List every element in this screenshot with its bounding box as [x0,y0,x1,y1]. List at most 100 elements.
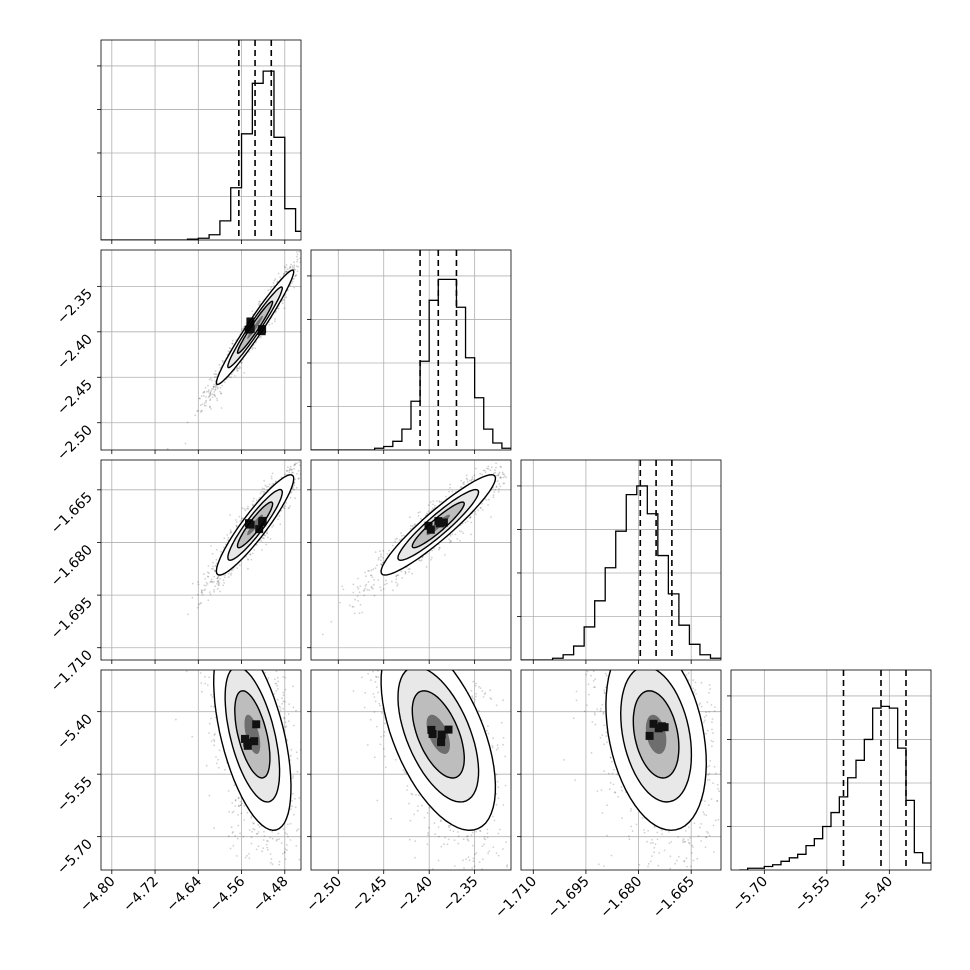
sample-point [290,748,293,751]
sample-point [374,567,377,570]
sample-point [211,379,213,382]
sample-point [356,595,359,597]
sample-point [205,396,208,398]
sample-point [227,835,230,838]
sample-point [266,839,268,842]
sample-point [285,271,288,273]
sample-point [420,559,423,562]
sample-point [353,612,356,615]
sample-point [500,476,502,479]
sample-point [224,576,226,579]
sample-point [306,496,308,498]
sample-point [210,390,213,392]
sample-point [499,465,502,468]
sample-point [269,836,272,839]
sample-point [421,556,424,559]
sample-point [396,583,399,585]
sample-point [264,484,267,487]
plot-root: −4.80 −4.72 −4.64 −4.56 −4.48 −2.50 −2.45 −2.40… [48,39,932,967]
sample-point [414,523,416,526]
sample-point [380,553,382,556]
sample-point [305,458,307,460]
sample-point [220,393,223,395]
sample-point [247,507,250,510]
sample-point [464,521,467,524]
sample-point [302,253,304,255]
sample-point [306,254,308,256]
sample-point [288,267,291,270]
sample-point [371,576,374,579]
hist-panel-1 [307,249,512,454]
sample-point [388,549,390,552]
sample-point [207,389,210,392]
sample-point [206,390,208,393]
sample-point [213,589,215,591]
contour-line-1 [397,488,480,562]
sample-point [296,251,298,253]
sample-point [330,620,333,623]
sample-point [443,554,446,556]
sample-point [380,559,382,562]
sample-point [216,373,218,376]
sample-point [286,849,288,851]
sample-point [271,863,274,866]
sample-point [284,266,287,269]
sample-point [253,822,255,825]
sample-point [302,259,304,261]
sample-point [270,477,273,480]
sample-point [432,503,434,506]
sample-point [223,381,226,384]
sample-point [282,506,285,509]
sample-point [284,505,287,507]
sample-point [305,247,307,249]
sample-point [250,815,253,818]
sample-point [292,487,294,490]
sample-point [498,483,501,485]
sample-point [444,495,447,498]
sample-point [382,549,385,552]
sample-point [465,474,468,477]
sample-point [282,298,285,301]
sample-point [230,569,233,572]
sample-point [285,296,287,299]
sample-point [209,393,212,395]
sample-point [223,537,226,540]
sample-point [395,574,398,577]
sample-point [285,965,287,967]
sample-point [231,339,234,342]
sample-point [201,591,203,594]
sample-point [459,539,461,542]
sample-point [475,467,477,470]
sample-point [191,735,194,738]
sample-point [298,461,301,463]
sample-point [366,588,369,591]
sample-point [293,268,296,270]
sample-point [207,575,210,578]
sample-point [294,274,297,277]
sample-point [408,516,411,519]
sample-point [449,483,452,486]
sample-point [398,539,401,541]
sample-point [377,558,380,561]
sample-point [293,266,296,268]
sample-point [220,550,223,553]
sample-point [454,533,457,536]
sample-point [494,488,497,491]
density-peak [426,525,435,534]
sample-point [222,666,224,668]
sample-point [275,690,278,692]
sample-point [293,464,295,467]
sample-point [294,497,296,500]
sample-point [379,586,382,589]
sample-point [284,919,286,921]
sample-point [208,676,211,679]
sample-point [276,838,279,841]
sample-point [449,541,451,544]
sample-point [209,398,212,401]
sample-point [466,480,469,483]
sample-point [197,409,200,412]
sample-point [396,537,398,540]
sample-point [430,556,433,559]
sample-point [261,487,264,490]
sample-point [291,471,294,474]
